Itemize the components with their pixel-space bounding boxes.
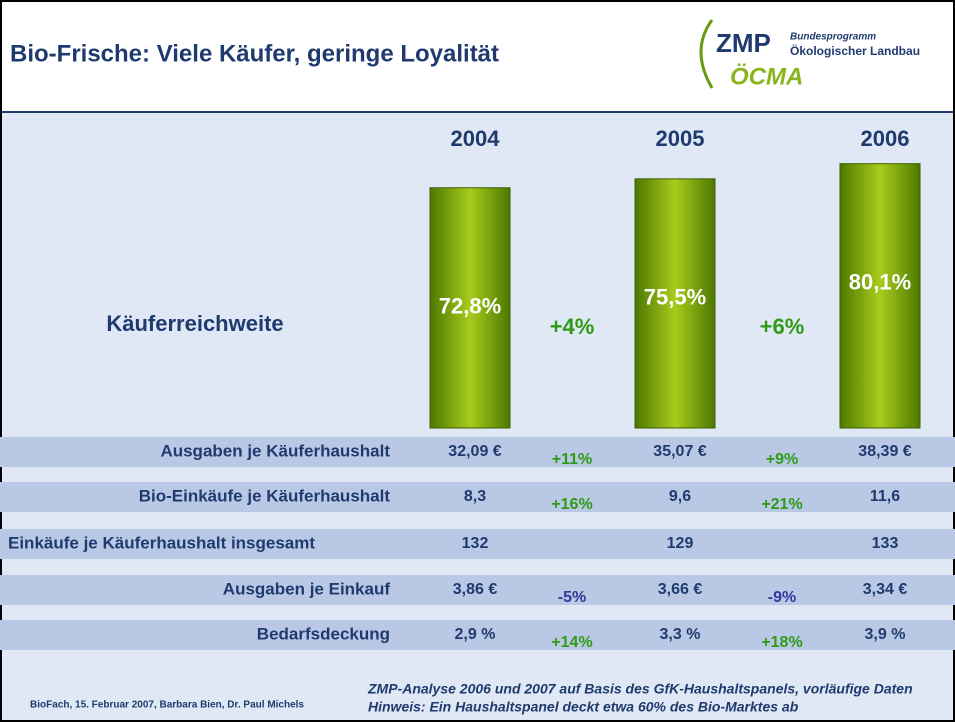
- row-band: [0, 437, 955, 467]
- logo-program: Bundesprogramm: [790, 32, 876, 43]
- row-value: 3,66 €: [658, 581, 703, 598]
- row-band: [0, 529, 955, 559]
- change: +14%: [551, 634, 592, 651]
- logo-name: Ökologischer Landbau: [790, 43, 920, 58]
- row-label: Ausgaben je Einkauf: [223, 579, 391, 598]
- row-value: 3,3 %: [660, 626, 701, 643]
- row-value: 129: [667, 535, 694, 552]
- change: +9%: [766, 451, 798, 468]
- change: +6%: [760, 314, 805, 339]
- footer-note: ZMP-Analyse 2006 und 2007 auf Basis des …: [367, 681, 913, 697]
- bar: [429, 187, 511, 429]
- footer-credit: BioFach, 15. Februar 2007, Barbara Bien,…: [30, 700, 304, 711]
- row-value: 35,07 €: [653, 443, 706, 460]
- bar-label: 72,8%: [439, 294, 501, 319]
- row-value: 8,3: [464, 488, 486, 505]
- row-band: [0, 575, 955, 605]
- bar-label: 75,5%: [644, 285, 706, 310]
- title: Bio-Frische: Viele Käufer, geringe Loyal…: [10, 40, 499, 67]
- row-value: 11,6: [870, 488, 900, 505]
- row-value: 3,86 €: [453, 581, 498, 598]
- row-band: [0, 482, 955, 512]
- row-value: 2,9 %: [455, 626, 496, 643]
- row-value: 3,9 %: [865, 626, 906, 643]
- year: 2006: [861, 126, 910, 151]
- year: 2005: [656, 126, 705, 151]
- bar: [839, 163, 921, 429]
- logo-cma: ÖCMA: [730, 63, 803, 90]
- year: 2004: [451, 126, 501, 151]
- logo-arc: [699, 19, 714, 89]
- change: +16%: [551, 496, 592, 513]
- row-value: 3,34 €: [863, 581, 908, 598]
- footer-note: Hinweis: Ein Haushaltspanel deckt etwa 6…: [368, 699, 799, 715]
- change: +4%: [550, 314, 595, 339]
- bar: [634, 178, 716, 429]
- row-label: Käuferreichweite: [106, 311, 283, 336]
- row-value: 133: [872, 535, 899, 552]
- row-value: 132: [462, 535, 489, 552]
- change: +11%: [552, 451, 592, 468]
- change: -5%: [558, 589, 586, 606]
- row-value: 38,39 €: [858, 443, 911, 460]
- row-band: [0, 620, 955, 650]
- bar-label: 80,1%: [849, 269, 911, 294]
- row-label: Bio-Einkäufe je Käuferhaushalt: [139, 486, 391, 505]
- change: +21%: [761, 496, 802, 513]
- row-label: Einkäufe je Käuferhaushalt insgesamt: [8, 533, 315, 552]
- content: 2004 2005 2006 72,8% 75,5% 80,1% Käuferreichwe…: [0, 126, 955, 651]
- row-value: 9,6: [669, 488, 691, 505]
- logo-zmp: ZMP: [716, 28, 771, 58]
- row-label: Bedarfsdeckung: [257, 624, 390, 643]
- row-value: 32,09 €: [448, 443, 501, 460]
- change: +18%: [761, 634, 802, 651]
- row-label: Ausgaben je Käuferhaushalt: [160, 441, 390, 460]
- change: -9%: [768, 589, 796, 606]
